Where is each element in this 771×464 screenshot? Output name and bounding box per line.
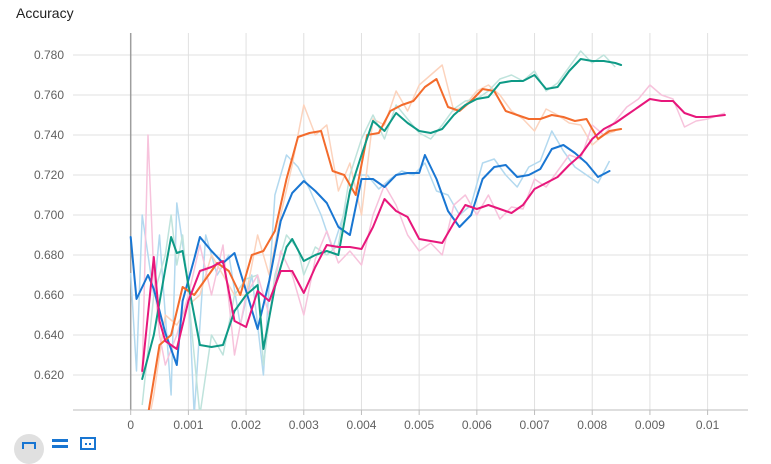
y-tick-label: 0.760 [34, 88, 64, 102]
series-line-1 [129, 144, 611, 366]
y-tick-label: 0.680 [34, 248, 64, 262]
x-tick-label: 0.006 [462, 418, 492, 432]
x-tick-label: 0.002 [231, 418, 261, 432]
x-tick-label: 0 [127, 418, 134, 432]
smoothed-series-group [129, 58, 726, 410]
accuracy-chart: 0.620 0.640 0.660 0.680 0.700 0.720 0.740 0.760… [34, 33, 748, 432]
x-tick-label: 0.001 [173, 418, 203, 432]
y-tick-label: 0.700 [34, 208, 64, 222]
x-tick-label: 0.007 [520, 418, 550, 432]
fit-domain-button[interactable] [14, 434, 44, 464]
y-tick-label: 0.620 [34, 368, 64, 382]
axes: 0.620 0.640 0.660 0.680 0.700 0.720 0.740 0.760… [34, 33, 748, 432]
toggle-log-scale-button[interactable] [50, 434, 72, 452]
x-tick-label: 0.01 [696, 418, 720, 432]
chart-title: Accuracy [16, 5, 74, 21]
raw-series-group [129, 50, 726, 410]
y-tick-label: 0.640 [34, 328, 64, 342]
series-line-3 [141, 58, 623, 380]
y-tick-label: 0.660 [34, 288, 64, 302]
raw-series-line-2 [150, 64, 616, 410]
raw-series-line-3 [141, 50, 616, 410]
y-tick-label: 0.740 [34, 128, 64, 142]
x-tick-label: 0.009 [635, 418, 665, 432]
raw-series-line-1 [129, 130, 611, 410]
x-tick-label: 0.003 [289, 418, 319, 432]
x-tick-label: 0.004 [346, 418, 376, 432]
y-tick-label: 0.780 [34, 48, 64, 62]
x-tick-label: 0.005 [404, 418, 434, 432]
y-tick-label: 0.720 [34, 168, 64, 182]
select-range-button[interactable] [78, 434, 100, 452]
chart-toolbar [14, 434, 100, 464]
x-tick-label: 0.008 [577, 418, 607, 432]
raw-series-line-4 [141, 84, 726, 376]
series-line-4 [141, 98, 726, 372]
